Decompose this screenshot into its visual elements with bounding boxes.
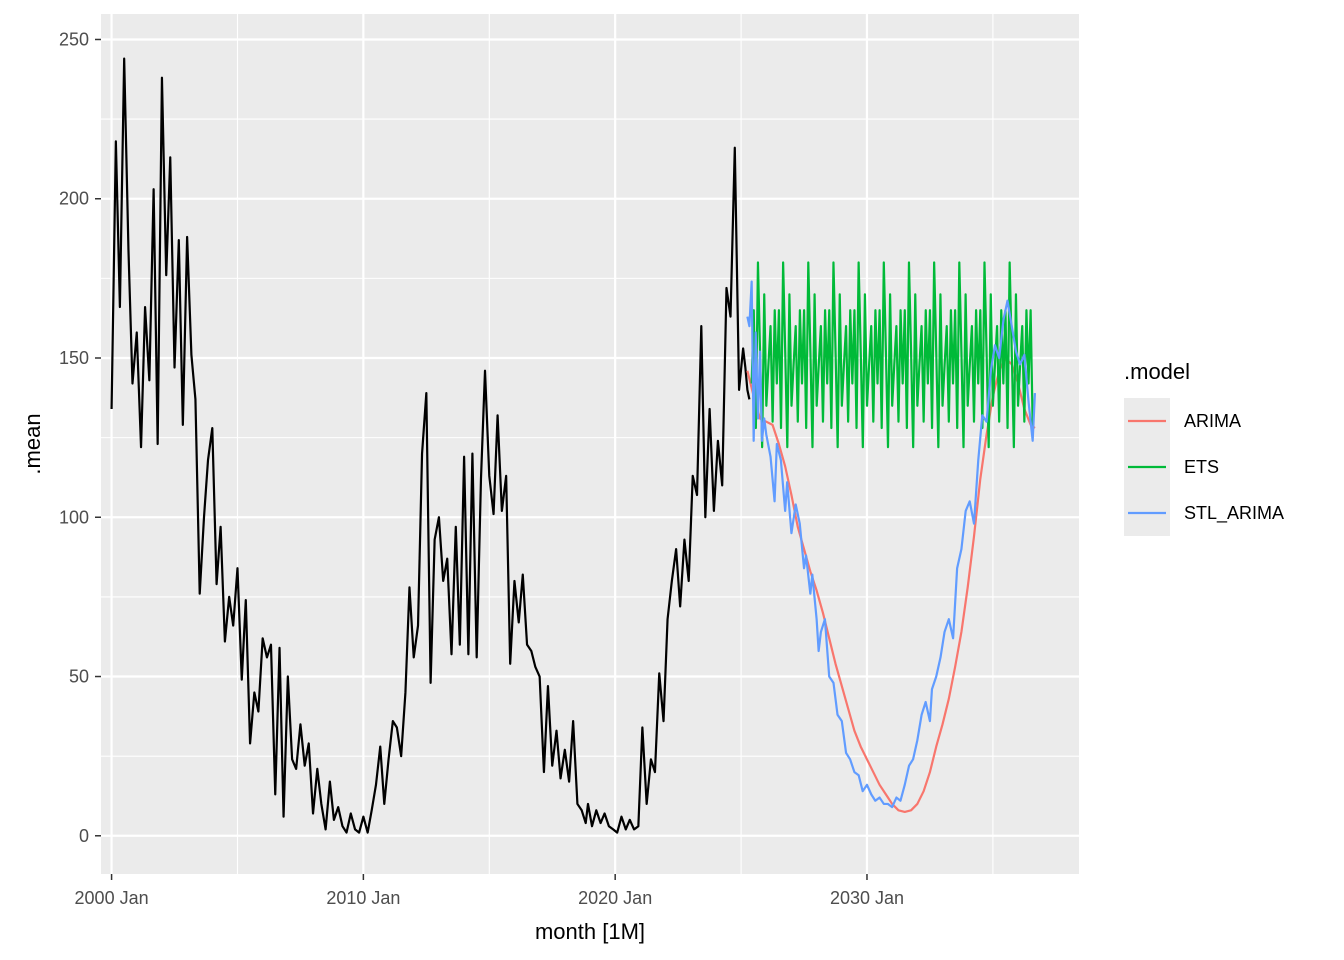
legend-label: ARIMA xyxy=(1184,411,1241,431)
legend-title: .model xyxy=(1124,359,1190,384)
legend-label: STL_ARIMA xyxy=(1184,503,1284,524)
x-tick-label: 2000 Jan xyxy=(75,888,149,908)
series-lines xyxy=(110,57,1037,834)
stl-arima-forecast-line xyxy=(746,280,1037,809)
x-tick-label: 2010 Jan xyxy=(326,888,400,908)
y-axis-title: .mean xyxy=(20,413,45,474)
axes: 0 50 100 150 200 250 2000 Jan 2010 Jan 2020 Jan 2… xyxy=(59,29,904,908)
x-tick-label: 2020 Jan xyxy=(578,888,652,908)
legend: .model ARIMA ETS STL_ARIMA xyxy=(1124,359,1284,536)
y-tick-label: 150 xyxy=(59,348,89,368)
history-line xyxy=(110,57,751,834)
x-axis-title: month [1M] xyxy=(535,919,645,944)
y-tick-label: 250 xyxy=(59,29,89,49)
x-tick-label: 2030 Jan xyxy=(830,888,904,908)
y-tick-label: 100 xyxy=(59,507,89,527)
y-tick-label: 200 xyxy=(59,189,89,209)
ets-forecast-line xyxy=(750,261,1034,449)
minor-gridlines xyxy=(101,14,1079,874)
legend-label: ETS xyxy=(1184,457,1219,477)
legend-entries: ARIMA ETS STL_ARIMA xyxy=(1124,398,1284,536)
panel-background xyxy=(101,14,1079,874)
y-tick-label: 50 xyxy=(69,667,89,687)
y-tick-label: 0 xyxy=(79,826,89,846)
